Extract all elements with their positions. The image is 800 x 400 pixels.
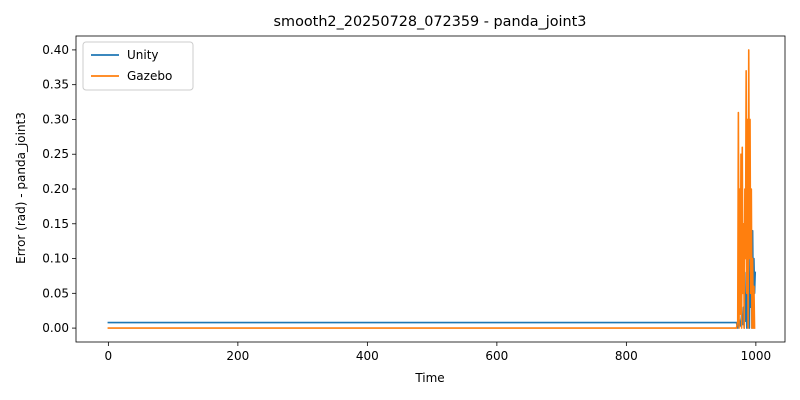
y-tick-label: 0.35 [42,78,69,92]
legend-box [82,41,194,91]
y-tick-label: 0.10 [42,252,69,266]
y-axis-label: Error (rad) - panda_joint3 [14,112,28,264]
x-tick-label: 0 [105,349,113,363]
y-tick-label: 0.30 [42,112,69,126]
legend-label-unity: Unity [127,48,159,62]
plot-area: 0 200 400 600 800 1000 0.00 0.05 0.10 0.15 0.20 0.2… [42,35,786,363]
x-tick-label: 600 [485,349,508,363]
x-tick-label: 200 [226,349,249,363]
x-axis-label: Time [414,371,444,385]
x-tick-label: 1000 [741,349,772,363]
x-tick-label: 800 [615,349,638,363]
x-tick-label: 400 [356,349,379,363]
y-tick-label: 0.40 [42,43,69,57]
y-tick-label: 0.20 [42,182,69,196]
legend: Unity Gazebo [82,41,194,91]
y-tick-label: 0.25 [42,147,69,161]
series-line-gazebo [107,49,756,329]
chart-title: smooth2_20250728_072359 - panda_joint3 [274,14,587,30]
y-tick-label: 0.05 [42,286,69,300]
legend-label-gazebo: Gazebo [127,69,172,83]
y-tick-label: 0.00 [42,321,69,335]
y-tick-label: 0.15 [42,217,69,231]
